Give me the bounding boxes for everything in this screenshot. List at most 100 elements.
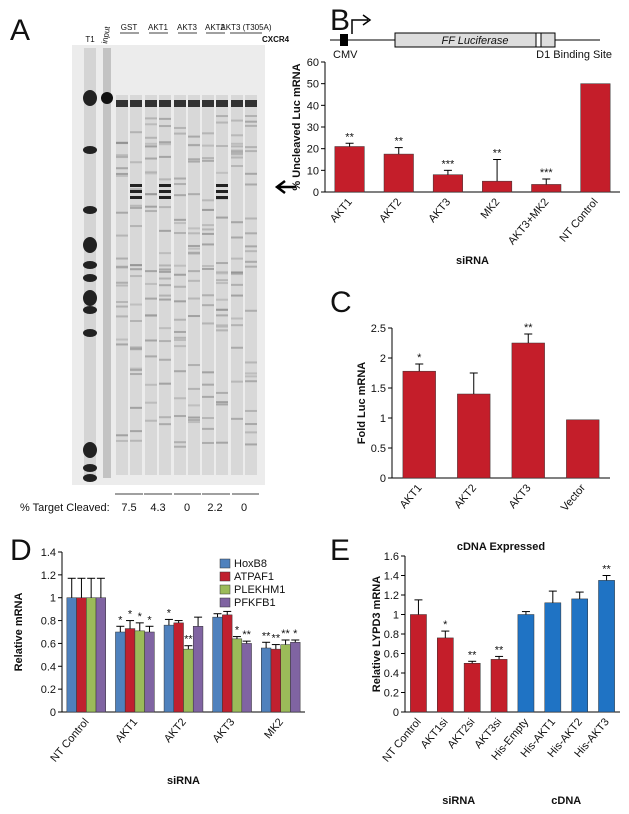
smear-band (174, 330, 186, 333)
smear-band (145, 297, 157, 300)
lane-label: T1 (85, 35, 95, 44)
significance: *** (441, 158, 455, 170)
smear-band (216, 279, 228, 282)
bar (192, 626, 204, 713)
y-tick-label: 0 (380, 473, 386, 485)
ladder-band (83, 274, 97, 282)
smear-band (202, 265, 214, 268)
smear-band (159, 423, 171, 426)
smear-band (159, 277, 171, 280)
smear-band (231, 271, 243, 274)
smear-band (145, 205, 157, 208)
y-tick-label: 1.2 (384, 590, 399, 602)
smear-band (130, 439, 142, 442)
smear-band (145, 170, 157, 173)
smear-band (130, 348, 142, 351)
smear-band (202, 395, 214, 398)
smear-band (216, 391, 228, 394)
smear-band (188, 416, 200, 419)
lane-label: AKT3 (T305A) (220, 23, 271, 32)
smear-band (116, 343, 128, 346)
y-tick-label: 0.5 (371, 443, 386, 455)
smear-band (202, 243, 214, 246)
smear-band (174, 345, 186, 348)
smear-band (159, 358, 171, 361)
construct-label: D1 Binding Site (536, 49, 612, 61)
bar (432, 174, 463, 193)
smear-band (245, 183, 257, 186)
smear-band (245, 431, 257, 434)
smear-band (245, 375, 257, 378)
y-tick-label: 0 (313, 187, 319, 199)
ladder-band (83, 290, 97, 306)
smear-band (174, 441, 186, 444)
bar (482, 180, 513, 193)
smear-band (216, 145, 228, 148)
cleavage-band (159, 184, 171, 187)
smear-band (145, 136, 157, 139)
legend-swatch (219, 584, 231, 595)
smear-band (188, 135, 200, 138)
smear-band (130, 264, 142, 267)
x-tick-label: AKT1 (113, 716, 140, 745)
gel-bands (83, 48, 257, 482)
legend-label: HoxB8 (234, 558, 267, 570)
smear-band (231, 151, 243, 154)
smear-band (159, 155, 171, 158)
smear-band (188, 315, 200, 318)
lane-label: AKT3 (177, 23, 198, 32)
cleavage-band (159, 196, 171, 199)
bar (261, 647, 272, 713)
significance: * (147, 614, 152, 626)
main-band (130, 100, 142, 107)
cleavage-band (130, 190, 142, 193)
smear-band (174, 300, 186, 303)
significance: * (417, 352, 422, 364)
smear-band (145, 145, 157, 148)
smear-band (245, 146, 257, 149)
smear-band (216, 325, 228, 328)
smear-band (231, 145, 243, 148)
smear-band (202, 417, 214, 420)
bar (270, 648, 281, 713)
cleavage-band (159, 190, 171, 193)
smear-band (245, 380, 257, 383)
main-band (174, 100, 186, 107)
x-tick-label: AKT2 (377, 196, 404, 225)
cleavage-band (216, 184, 228, 187)
cleaved-value: 4.3 (150, 502, 165, 514)
ladder-band (83, 329, 97, 337)
smear-band (216, 403, 228, 406)
smear-band (130, 346, 142, 349)
main-band (145, 100, 157, 107)
smear-band (174, 132, 186, 135)
smear-band (159, 252, 171, 255)
smear-band (216, 272, 228, 275)
cleavage-band (216, 196, 228, 199)
smear-band (130, 369, 142, 372)
smear-band (202, 132, 214, 135)
smear-band (245, 150, 257, 153)
smear-band (145, 193, 157, 196)
smear-band (202, 228, 214, 231)
smear-band (216, 308, 228, 311)
smear-band (231, 153, 243, 156)
significance: *** (540, 167, 554, 179)
smear-band (174, 285, 186, 288)
x-axis-label: cDNA Expressed (457, 541, 545, 553)
smear-band (245, 120, 257, 123)
significance: ** (468, 649, 477, 661)
smear-band (145, 157, 157, 160)
smear-band (245, 409, 257, 412)
significance: ** (495, 644, 504, 656)
ladder-band (83, 442, 97, 458)
bar (66, 597, 77, 713)
smear-band (116, 305, 128, 308)
panel-letter: E (330, 534, 350, 567)
treatment-label: CXCR4 (262, 35, 290, 44)
lane (130, 95, 142, 475)
x-tick-label: AKT3 (426, 196, 453, 225)
smear-band (116, 154, 128, 157)
bar (76, 597, 87, 713)
